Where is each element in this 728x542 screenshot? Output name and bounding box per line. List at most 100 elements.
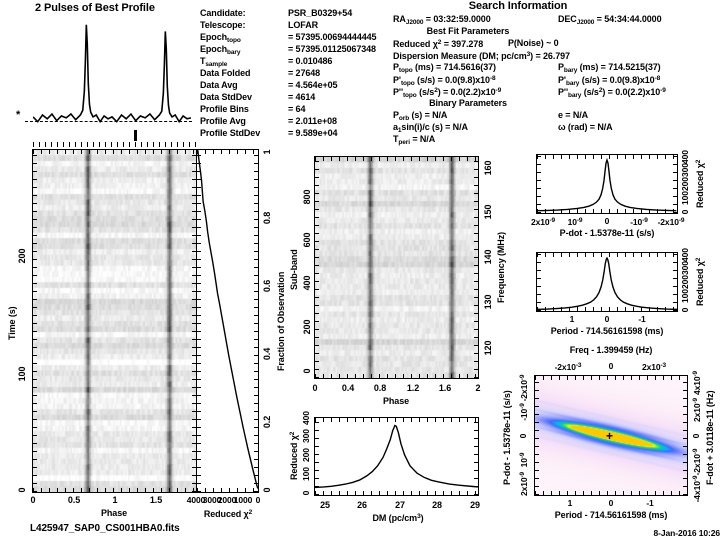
dm-tick: 25: [320, 500, 330, 510]
pdot-chi2-tick: 300: [680, 163, 690, 177]
profile-baseline-dashes: [25, 121, 192, 122]
candidate-row-value: = 27648: [288, 68, 321, 78]
dm-curve: [315, 418, 478, 495]
pddot-topo-value: P''topo (s/s2) = 0.0(2.2)x10-9: [393, 87, 502, 99]
subband-tick: 200: [302, 319, 312, 335]
map-period-tick: 1: [567, 498, 573, 508]
phase-tick: 1: [112, 495, 118, 505]
period-chi2-tick: 100: [680, 289, 690, 303]
candidate-row-value: = 4.564e+05: [288, 80, 338, 90]
candidate-row-label: Telescope:: [200, 20, 246, 30]
porb-value: Porb (s) = N/A: [393, 110, 448, 122]
period-pdot-heatmap: [535, 376, 687, 495]
axis-ticks: [537, 253, 677, 257]
time-tick-100: 100: [17, 366, 27, 382]
chi2-axis-label: Reduced χ2: [203, 509, 253, 519]
pulse-profile-curve: [33, 20, 191, 134]
candidate-info-row: Profile StdDev = 9.589e+04: [200, 128, 376, 140]
dm-chi2-tick: 400: [301, 411, 311, 425]
map-fdot-tick: 4x10-9: [692, 370, 702, 396]
pdot-chi2-tick: 0: [680, 209, 690, 215]
dm-panel: [314, 417, 479, 496]
phase-tick: 1.2: [406, 383, 420, 393]
period-tick: 0: [604, 314, 610, 324]
axis-ticks: [683, 376, 687, 495]
chi2-tick: 2000: [217, 495, 237, 505]
candidate-row-label: Data StdDev: [200, 92, 252, 102]
fraction-tick: 0.2: [262, 415, 272, 429]
axis-ticks: [33, 150, 37, 492]
profile-title: 2 Pulses of Best Profile: [35, 2, 155, 14]
map-fdot-tick: 2x10-9: [692, 397, 702, 423]
candidate-row-label: Epochbary: [200, 44, 241, 56]
chi2-fraction-curve: [197, 150, 258, 492]
candidate-info-row: Candidate: PSR_B0329+54: [200, 8, 376, 20]
map-period-tick: -1: [646, 498, 654, 508]
phase-tick: 2: [475, 383, 481, 393]
axis-ticks: [474, 418, 478, 495]
candidate-row-label: Profile StdDev: [200, 128, 261, 138]
map-fdot-axis-label: F-dot + 3.0118e-11 (Hz): [705, 390, 715, 486]
period-curve: [537, 253, 677, 311]
map-fdot-tick: 0: [691, 433, 701, 439]
map-pdot-tick: 0: [518, 433, 528, 439]
pdot-topo-value: P'topo (s/s) = 0.0(9.8)x10-8: [393, 75, 496, 87]
fraction-tick: 0.6: [262, 279, 272, 293]
candidate-row-label: Data Folded: [200, 68, 251, 78]
pdot-curve: [537, 155, 677, 213]
axis-ticks: [673, 155, 677, 213]
reduced-chi2-value: Reduced χ2 = 397.278: [393, 39, 484, 49]
subband-axis-label: Sub-band: [289, 249, 299, 290]
fraction-tick: 1: [262, 149, 272, 155]
candidate-info-row: Telescope: LOFAR: [200, 20, 376, 32]
binary-title: Binary Parameters: [429, 98, 507, 108]
period-chi2-tick: 0: [680, 307, 690, 313]
freq-map-title: Freq - 1.399459 (Hz): [569, 345, 653, 355]
profile-axis-ticks: [33, 142, 196, 147]
frequency-tick: 120: [483, 340, 493, 356]
map-pdot-tick: -2x10-9: [519, 374, 529, 402]
phase-tick: 0: [30, 495, 36, 505]
map-fdot-tick: -4x10-9: [692, 475, 702, 503]
pdot-tick: 0: [604, 216, 610, 226]
asterisk-marker: *: [16, 109, 21, 121]
axis-ticks: [197, 150, 258, 154]
phase-tick: 0.5: [67, 495, 81, 505]
candidate-row-value: = 2.011e+08: [288, 116, 337, 126]
dm-tick: 27: [395, 500, 405, 510]
axis-ticks: [315, 418, 319, 495]
candidate-info-row: Data Folded = 27648: [200, 68, 376, 80]
axis-ticks: [33, 150, 196, 154]
dm-chi2-tick: 100: [301, 467, 311, 481]
candidate-row-value: = 4614: [288, 92, 316, 102]
freq-tick: 0: [608, 361, 614, 371]
phase-axis-label: Phase: [100, 508, 128, 518]
phase-tick: 0: [312, 383, 318, 393]
axis-ticks: [315, 157, 319, 378]
chi2-tick: 1000: [233, 495, 253, 505]
candidate-row-value: = 9.589e+04: [288, 128, 338, 138]
phase-tick: 1.5: [149, 495, 163, 505]
time-tick-200: 200: [17, 248, 27, 264]
subband-tick: 600: [302, 232, 312, 248]
frequency-tick: 140: [483, 249, 493, 265]
best-fit-title: Best Fit Parameters: [426, 26, 510, 36]
candidate-row-label: Data Avg: [200, 80, 238, 90]
axis-ticks: [537, 155, 541, 213]
phase-axis-label: Phase: [382, 396, 410, 406]
dm-chi2-tick: 0: [301, 490, 311, 496]
filename-label: L425947_SAP0_CS001HBA0.fits: [30, 523, 180, 534]
axis-ticks: [537, 209, 677, 213]
pdot-tick: -10-9: [630, 217, 648, 227]
axis-ticks: [315, 157, 478, 161]
ra-value: RAJ2000 = 03:32:59.0000: [393, 14, 491, 26]
candidate-info-row: Profile Bins = 64: [200, 104, 376, 116]
pnoise-value: P(Noise) ~ 0: [508, 38, 559, 48]
phase-tick: 1.6: [438, 383, 452, 393]
frequency-tick: 160: [483, 160, 493, 176]
pdot-bary-value: P'bary (s/s) = 0.0(9.8)x10-8: [558, 75, 661, 87]
pdot-tick: 2x10-9: [530, 217, 556, 227]
pdot-chi2-tick: 400: [680, 150, 690, 164]
axis-ticks: [537, 155, 677, 159]
axis-ticks: [315, 418, 478, 422]
